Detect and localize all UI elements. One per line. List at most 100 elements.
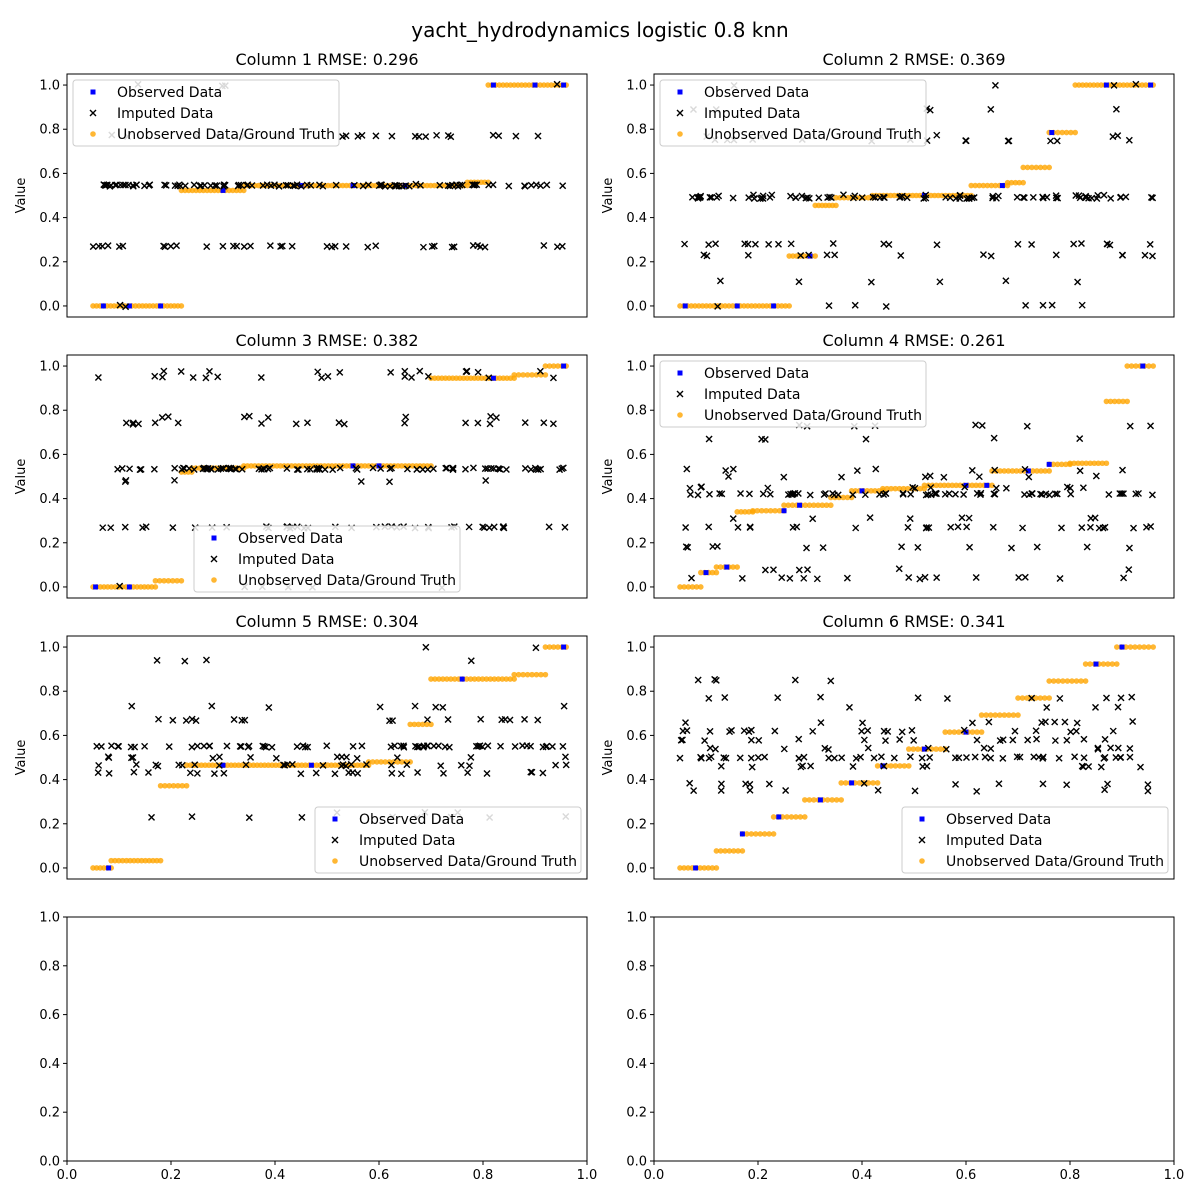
unobserved-point [722,848,728,854]
unobserved-point [495,676,502,682]
unobserved-point [444,676,450,682]
unobserved-point [1004,179,1011,186]
subplot-3: Column 3 RMSE: 0.382 Value 0.0 0.2 0.4 0.6 0.8… [14,331,588,599]
imputed-point [741,240,749,248]
imputed-point [857,753,865,761]
x-tick-label: 0.0 [644,1168,665,1183]
imputed-point [545,523,553,531]
imputed-point [539,743,547,751]
imputed-point [1067,490,1075,498]
imputed-point [1073,719,1081,727]
imputed-point [705,523,713,531]
imputed-point [158,414,166,422]
imputed-point [933,574,941,582]
imputed-point [523,742,531,750]
imputed-point [1117,694,1125,702]
imputed-point [694,491,702,499]
unobserved-point [1124,398,1130,405]
unobserved-point [802,814,808,820]
imputed-point [920,194,928,202]
imputed-point [933,131,941,139]
imputed-point [985,718,993,726]
unobserved-point [1114,661,1120,667]
unobserved-point [511,671,517,678]
imputed-point [823,251,831,259]
unobserved-point [175,782,181,789]
imputed-point [705,490,713,498]
y-tick-label: 1.0 [39,641,60,656]
imputed-point [677,736,685,744]
imputed-point [936,278,944,286]
observed-point [308,762,314,768]
imputed-point [104,242,112,250]
imputed-point [114,742,122,750]
unobserved-point [838,780,844,786]
imputed-point [877,753,885,761]
imputed-point [795,278,803,286]
imputed-point [709,543,717,551]
unobserved-point [988,182,995,189]
imputed-point [933,241,941,249]
imputed-point [411,702,419,710]
unobserved-point [1120,398,1126,405]
imputed-point [800,574,808,582]
imputed-point [862,435,870,443]
imputed-point [354,769,362,777]
y-tick-label: 0.4 [626,1057,647,1072]
unobserved-point [1015,695,1021,701]
unobserved-point [428,676,434,682]
imputed-point [1126,422,1134,430]
unobserved-point [802,502,809,509]
unobserved-point [840,494,847,501]
y-tick-label: 0.0 [39,1155,60,1170]
imputed-point [1126,753,1134,761]
imputed-point [826,193,834,201]
imputed-point [479,523,487,531]
unobserved-point [157,857,164,864]
imputed-point [898,192,906,200]
imputed-point [885,241,893,249]
unobserved-point [1005,468,1012,474]
subplot-1: Column 1 RMSE: 0.296 Value 0.0 0.2 0.4 0.6 0.8… [14,50,588,318]
unobserved-point [374,759,380,765]
unobserved-point [463,676,470,682]
y-tick-label: 0.4 [39,773,60,788]
imputed-point [688,193,696,201]
unobserved-point [956,729,962,735]
imputed-point [297,770,305,778]
imputed-point [278,242,286,250]
imputed-point [800,753,808,761]
imputed-point [714,302,722,310]
imputed-point [97,743,105,751]
imputed-point [852,754,860,762]
imputed-point [189,374,197,382]
unobserved-point [415,721,422,728]
imputed-point [1137,763,1144,771]
observed-point [781,508,787,514]
imputed-point [1056,694,1064,702]
imputed-point [245,742,253,750]
imputed-point [495,132,503,140]
unobserved-point [757,831,764,837]
legend-imputed-marker [89,109,97,117]
imputed-point [880,727,888,735]
unobserved-point [1100,661,1107,667]
imputed-point [926,472,934,480]
unobserved-point [1103,460,1110,467]
y-tick-label: 0.6 [626,1008,647,1023]
unobserved-point [892,485,899,492]
unobserved-point [717,564,724,570]
imputed-point [1051,737,1059,745]
unobserved-point [542,644,549,650]
unobserved-point [953,482,960,489]
imputed-point [275,182,283,190]
imputed-point [331,770,339,778]
observed-point [776,814,782,820]
unobserved-point [1072,129,1078,136]
imputed-point [148,813,156,821]
imputed-point [1116,193,1124,201]
legend: Observed Data Imputed Data Unobserved Data… [659,79,927,147]
y-tick-label: 1.0 [626,79,647,94]
imputed-point [845,703,853,711]
imputed-point [744,251,752,259]
